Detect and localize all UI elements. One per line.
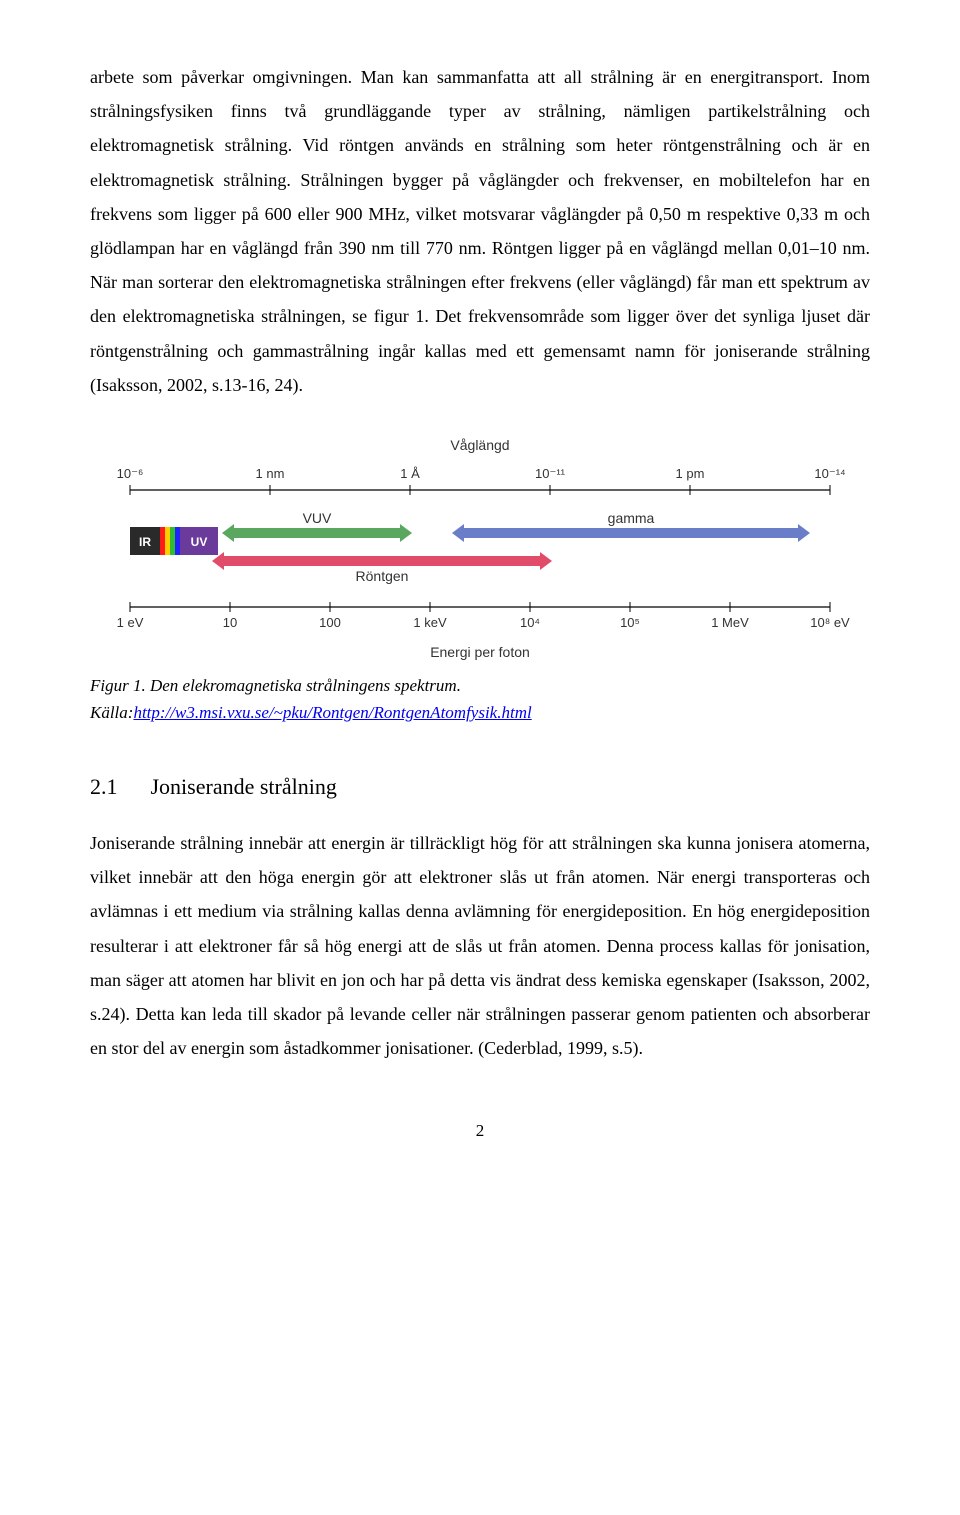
paragraph-2: Joniserande strålning innebär att energi… xyxy=(90,826,870,1065)
svg-text:Våglängd: Våglängd xyxy=(450,437,509,453)
spectrum-figure: Våglängd Energi per foton 10⁻⁶ 1 nm 1 Å 10⁻¹¹… xyxy=(90,432,870,726)
svg-text:1 MeV: 1 MeV xyxy=(711,615,749,630)
svg-text:IR: IR xyxy=(139,535,151,549)
svg-text:1 nm: 1 nm xyxy=(256,466,285,481)
svg-text:10⁻¹¹: 10⁻¹¹ xyxy=(535,466,566,481)
svg-text:100: 100 xyxy=(319,615,341,630)
section-number: 2.1 xyxy=(90,766,145,808)
page-number: 2 xyxy=(90,1115,870,1147)
svg-text:1 pm: 1 pm xyxy=(676,466,705,481)
paragraph-1: arbete som påverkar omgivningen. Man kan… xyxy=(90,60,870,402)
section-title: Joniserande strålning xyxy=(151,774,337,799)
section-heading: 2.1 Joniserande strålning xyxy=(90,766,870,808)
svg-text:10⁸ eV: 10⁸ eV xyxy=(810,615,850,630)
svg-text:1 keV: 1 keV xyxy=(413,615,447,630)
svg-text:VUV: VUV xyxy=(303,510,332,526)
svg-text:10⁻⁶: 10⁻⁶ xyxy=(117,466,144,481)
svg-text:10⁻¹⁴: 10⁻¹⁴ xyxy=(814,466,845,481)
svg-text:1 Å: 1 Å xyxy=(400,466,420,481)
svg-text:UV: UV xyxy=(191,535,208,549)
svg-text:10⁴: 10⁴ xyxy=(520,615,540,630)
svg-text:Energi per foton: Energi per foton xyxy=(430,644,530,660)
svg-text:10: 10 xyxy=(223,615,237,630)
caption-source-label: Källa: xyxy=(90,703,133,722)
caption-link[interactable]: http://w3.msi.vxu.se/~pku/Rontgen/Rontge… xyxy=(133,703,531,722)
svg-text:1 eV: 1 eV xyxy=(117,615,144,630)
svg-text:Röntgen: Röntgen xyxy=(356,568,409,584)
figure-caption: Figur 1. Den elekromagnetiska strålninge… xyxy=(90,672,870,726)
svg-text:10⁵: 10⁵ xyxy=(620,615,640,630)
svg-text:gamma: gamma xyxy=(608,510,655,526)
caption-text: Figur 1. Den elekromagnetiska strålninge… xyxy=(90,676,461,695)
spectrum-diagram: Våglängd Energi per foton 10⁻⁶ 1 nm 1 Å 10⁻¹¹… xyxy=(100,432,860,662)
